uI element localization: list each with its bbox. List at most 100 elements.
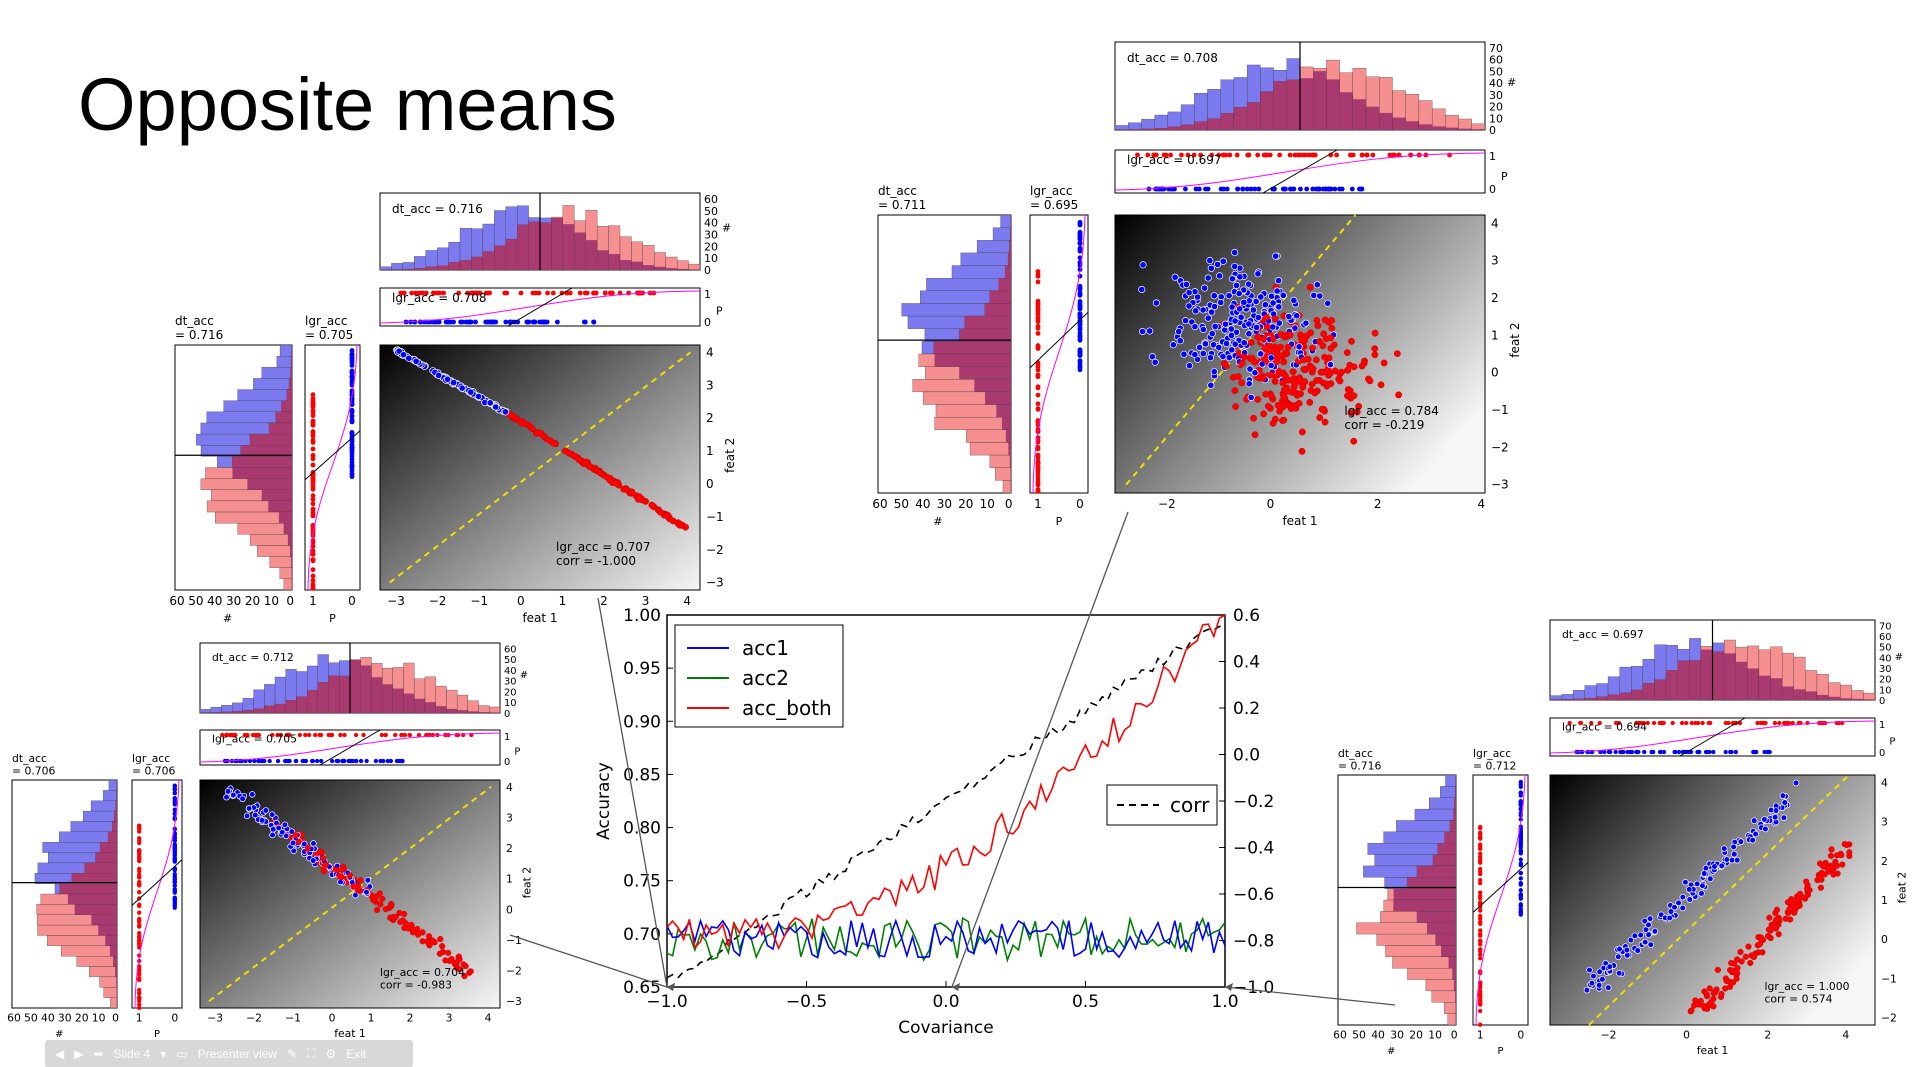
hist-bar-overlap — [108, 831, 117, 843]
scatter-point-blue — [1236, 305, 1244, 313]
scatter-point-red — [1828, 865, 1835, 872]
scatter-point-red — [596, 469, 604, 477]
tick-label: 50 — [1352, 1029, 1366, 1042]
scatter-point-blue — [1219, 257, 1227, 265]
tick-label: 3 — [706, 378, 714, 392]
p-point-blue — [1077, 255, 1083, 261]
p-point-blue — [172, 851, 177, 857]
scatter-point-blue — [352, 891, 359, 899]
gear-icon[interactable]: ⚙ — [325, 1046, 337, 1061]
presenter-view-button[interactable]: Presenter view — [197, 1046, 277, 1061]
p-point-red — [602, 290, 608, 296]
tick-label: 20 — [958, 497, 973, 511]
p-point-blue — [418, 319, 424, 325]
hist-bar-overlap — [1758, 675, 1771, 700]
hist-bar-overlap — [1010, 227, 1011, 241]
p-point-red — [310, 486, 316, 492]
p-point-blue — [459, 319, 465, 325]
scatter-point-blue — [435, 371, 443, 379]
lgr-acc-side-label: lgr_acc — [305, 314, 347, 328]
p-point-red — [1478, 836, 1483, 841]
hist-bar-red — [283, 578, 293, 591]
hist-bar-overlap — [71, 873, 117, 884]
exit-button[interactable]: Exit — [346, 1046, 367, 1061]
p-point-red — [310, 456, 316, 462]
p-point-blue — [1676, 749, 1682, 755]
p-point-red — [137, 941, 142, 946]
fullscreen-icon[interactable]: ⛶ — [307, 1046, 316, 1060]
y-tick-label: 0.80 — [623, 819, 661, 839]
scatter-point-red — [1232, 403, 1240, 410]
p-point-red — [1478, 858, 1483, 863]
scatter-point-red — [1786, 906, 1793, 913]
scatter-point-blue — [1247, 393, 1255, 401]
scatter-point-blue — [1698, 890, 1705, 897]
scatter-point-blue — [1152, 299, 1160, 307]
pen-icon[interactable]: ✎ — [286, 1046, 298, 1061]
hist-bar-overlap — [1393, 900, 1456, 912]
scatter-point-red — [1350, 437, 1358, 445]
hist-bar-overlap — [425, 702, 436, 713]
tick-label: 0 — [1881, 933, 1888, 946]
scatter-point-blue — [1175, 328, 1183, 336]
p-point-red — [137, 866, 142, 872]
p-point-red — [1777, 720, 1782, 726]
p-point-blue — [1613, 749, 1618, 755]
scatter-point-blue — [1645, 931, 1652, 938]
p-point-blue — [1518, 903, 1523, 909]
prev-arrow-icon[interactable]: ◀ — [55, 1046, 65, 1061]
scatter-lgr-acc: lgr_acc = 0.707 — [556, 540, 650, 554]
scatter-point-red — [1316, 338, 1323, 345]
p-point-red — [270, 732, 275, 738]
p-point-blue — [1077, 337, 1083, 343]
scatter-point-blue — [1216, 272, 1224, 280]
scatter-point-red — [1343, 349, 1351, 357]
scatter-point-blue — [310, 840, 317, 847]
scatter-point-red — [377, 901, 384, 908]
p-point-red — [1191, 152, 1197, 158]
p-point-red — [536, 290, 542, 296]
hist-bar-overlap — [1392, 117, 1406, 130]
p-point-red — [1589, 720, 1594, 726]
p-point-blue — [349, 414, 355, 419]
scatter-point-blue — [444, 375, 452, 383]
tick-label: 20 — [1409, 1029, 1423, 1042]
scatter-point-blue — [1285, 312, 1293, 320]
hist-bar-red — [1447, 1013, 1457, 1026]
scatter-point-blue — [486, 399, 494, 407]
scatter-point-red — [1238, 379, 1246, 387]
tick-label: −1 — [470, 594, 488, 608]
sigmoid-curve — [134, 779, 180, 1009]
p-point-red — [1478, 985, 1483, 990]
p-point-blue — [256, 758, 261, 764]
scatter-point-red — [304, 845, 312, 852]
scatter-point-red — [461, 973, 468, 980]
scatter-point-red — [565, 449, 573, 457]
scatter-point-blue — [1204, 274, 1212, 282]
hist-bar-red — [103, 987, 118, 998]
hist-bar-blue — [402, 262, 415, 271]
hist-bar-overlap — [551, 217, 563, 270]
tick-label: 60 — [1333, 1029, 1347, 1042]
hist-bar-overlap — [1416, 865, 1456, 878]
hist-bar-overlap — [1631, 689, 1643, 700]
p-point-blue — [349, 368, 355, 374]
p-point-red — [1689, 720, 1695, 726]
scatter-point-red — [357, 877, 364, 884]
axis-label: P — [154, 1029, 160, 1040]
scatter-point-red — [1280, 392, 1288, 400]
scatter-point-red — [1286, 331, 1294, 339]
y2-tick-label: −1.0 — [1233, 978, 1274, 998]
scatter-point-blue — [1148, 353, 1156, 361]
p-point-red — [416, 732, 422, 738]
hist-bar-red — [279, 567, 293, 580]
hist-bar-overlap — [528, 221, 540, 270]
hist-bar-overlap — [100, 842, 117, 853]
next-arrow-icon[interactable]: ➡ — [93, 1046, 104, 1061]
tick-label: 1 — [368, 1012, 375, 1025]
scatter-point-red — [635, 493, 643, 501]
hist-bar-overlap — [268, 500, 292, 513]
p-point-red — [383, 732, 388, 738]
play-icon[interactable]: ▶ — [74, 1046, 84, 1061]
slide-selector[interactable]: Slide 4 — [113, 1046, 151, 1061]
